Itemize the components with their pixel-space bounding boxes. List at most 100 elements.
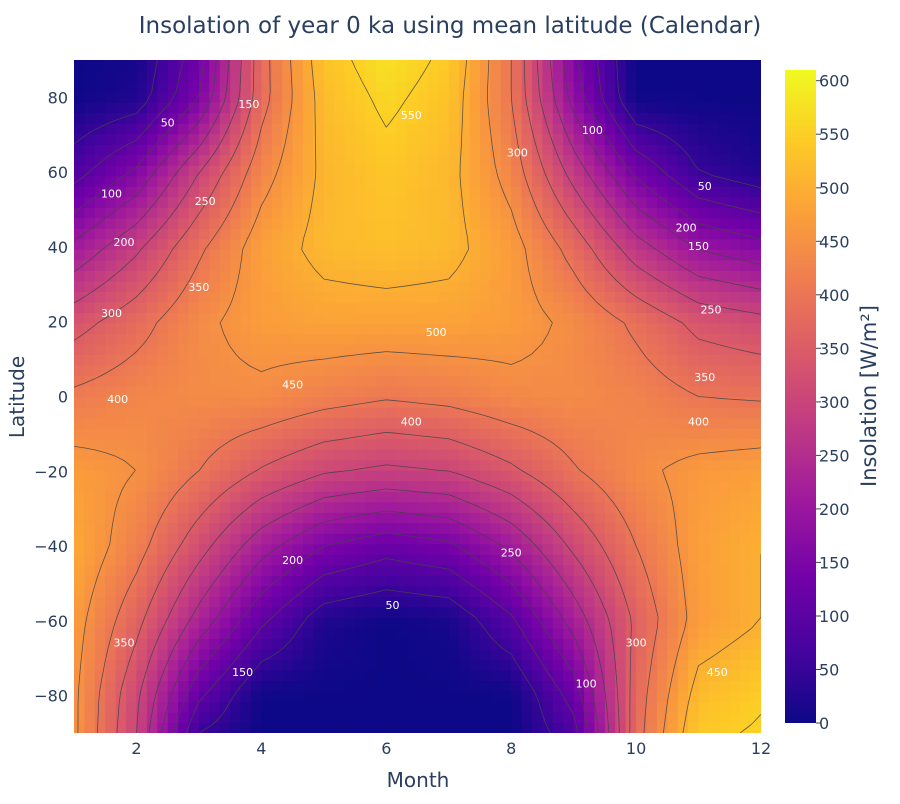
heatmap-cell bbox=[94, 554, 106, 566]
heatmap-cell bbox=[438, 207, 450, 219]
heatmap-cell bbox=[334, 596, 346, 608]
heatmap-cell bbox=[500, 501, 512, 513]
heatmap-cell bbox=[323, 543, 335, 555]
heatmap-cell bbox=[313, 491, 325, 503]
heatmap-cell bbox=[313, 701, 325, 713]
heatmap-cell bbox=[146, 364, 158, 377]
heatmap-cell bbox=[708, 375, 720, 387]
heatmap-cell bbox=[688, 512, 700, 524]
heatmap-cell bbox=[386, 396, 398, 408]
heatmap-cell bbox=[521, 690, 533, 703]
heatmap-cell bbox=[573, 428, 585, 440]
heatmap-cell bbox=[355, 91, 367, 103]
heatmap-cell bbox=[698, 596, 710, 608]
heatmap-cell bbox=[646, 165, 658, 177]
heatmap-cell bbox=[521, 491, 533, 503]
heatmap-cell bbox=[563, 585, 575, 597]
heatmap-cell bbox=[74, 627, 86, 639]
heatmap-cell bbox=[677, 428, 689, 440]
heatmap-cell bbox=[490, 491, 502, 503]
heatmap-cell bbox=[365, 585, 377, 597]
heatmap-cell bbox=[365, 154, 377, 166]
heatmap-cell bbox=[375, 217, 387, 229]
heatmap-cell bbox=[407, 722, 419, 733]
heatmap-cell bbox=[479, 60, 491, 72]
heatmap-cell bbox=[448, 280, 460, 292]
heatmap-cell bbox=[105, 186, 117, 198]
heatmap-cell bbox=[500, 470, 512, 482]
heatmap-cell bbox=[94, 564, 106, 576]
heatmap-cell bbox=[667, 480, 679, 492]
heatmap-cell bbox=[573, 501, 585, 513]
heatmap-cell bbox=[396, 491, 408, 503]
heatmap-cell bbox=[282, 207, 294, 219]
heatmap-cell bbox=[584, 690, 596, 703]
heatmap-cell bbox=[396, 533, 408, 545]
heatmap-cell bbox=[729, 70, 741, 82]
heatmap-cell bbox=[636, 81, 648, 93]
heatmap-cell bbox=[136, 417, 148, 429]
heatmap-cell bbox=[396, 711, 408, 724]
heatmap-cell bbox=[157, 144, 169, 156]
heatmap-cell bbox=[698, 417, 710, 429]
heatmap-cell bbox=[719, 575, 731, 587]
heatmap-cell bbox=[750, 91, 761, 103]
heatmap-cell bbox=[386, 301, 398, 313]
heatmap-cell bbox=[563, 470, 575, 482]
heatmap-cell bbox=[552, 711, 564, 724]
heatmap-cell bbox=[636, 385, 648, 398]
heatmap-cell bbox=[511, 217, 523, 229]
heatmap-cell bbox=[386, 207, 398, 219]
heatmap-cell bbox=[625, 133, 637, 145]
heatmap-cell bbox=[698, 81, 710, 93]
heatmap-cell bbox=[469, 217, 481, 229]
heatmap-cell bbox=[178, 459, 190, 471]
heatmap-cell bbox=[84, 627, 96, 639]
heatmap-cell bbox=[417, 470, 429, 482]
heatmap-cell bbox=[105, 81, 117, 93]
heatmap-cell bbox=[740, 144, 752, 156]
heatmap-cell bbox=[448, 133, 460, 145]
heatmap-cell bbox=[573, 196, 585, 208]
heatmap-cell bbox=[750, 322, 761, 335]
heatmap-cell bbox=[84, 722, 96, 733]
heatmap-cell bbox=[344, 270, 356, 282]
heatmap-cell bbox=[729, 669, 741, 682]
heatmap-cell bbox=[136, 459, 148, 471]
heatmap-cell bbox=[115, 70, 127, 82]
heatmap-cell bbox=[146, 722, 158, 733]
heatmap-cell bbox=[427, 238, 439, 250]
heatmap-cell bbox=[490, 480, 502, 492]
heatmap-cell bbox=[126, 186, 138, 198]
heatmap-cell bbox=[708, 470, 720, 482]
heatmap-cell bbox=[667, 123, 679, 135]
heatmap-cell bbox=[688, 428, 700, 440]
colorbar-tick-label: 350 bbox=[819, 339, 850, 358]
heatmap-cell bbox=[219, 470, 231, 482]
heatmap-cell bbox=[303, 259, 315, 271]
heatmap-cell bbox=[490, 501, 502, 513]
heatmap-cell bbox=[365, 491, 377, 503]
heatmap-cell bbox=[230, 669, 242, 682]
heatmap-cell bbox=[282, 512, 294, 524]
heatmap-cell bbox=[511, 291, 523, 303]
contour-label: 450 bbox=[282, 378, 303, 391]
heatmap-cell bbox=[344, 648, 356, 660]
heatmap-cell bbox=[563, 123, 575, 135]
heatmap-cell bbox=[542, 407, 554, 419]
heatmap-cell bbox=[542, 154, 554, 166]
heatmap-cell bbox=[292, 112, 304, 124]
heatmap-cell bbox=[448, 385, 460, 398]
heatmap-cell bbox=[198, 512, 210, 524]
heatmap-cell bbox=[625, 554, 637, 566]
heatmap-cell bbox=[94, 186, 106, 198]
heatmap-cell bbox=[417, 680, 429, 692]
heatmap-cell bbox=[584, 123, 596, 135]
heatmap-cell bbox=[74, 596, 86, 608]
heatmap-cell bbox=[282, 112, 294, 124]
heatmap-cell bbox=[552, 333, 564, 345]
heatmap-cell bbox=[615, 680, 627, 692]
heatmap-cell bbox=[292, 701, 304, 713]
heatmap-cell bbox=[375, 354, 387, 366]
heatmap-cell bbox=[729, 112, 741, 124]
